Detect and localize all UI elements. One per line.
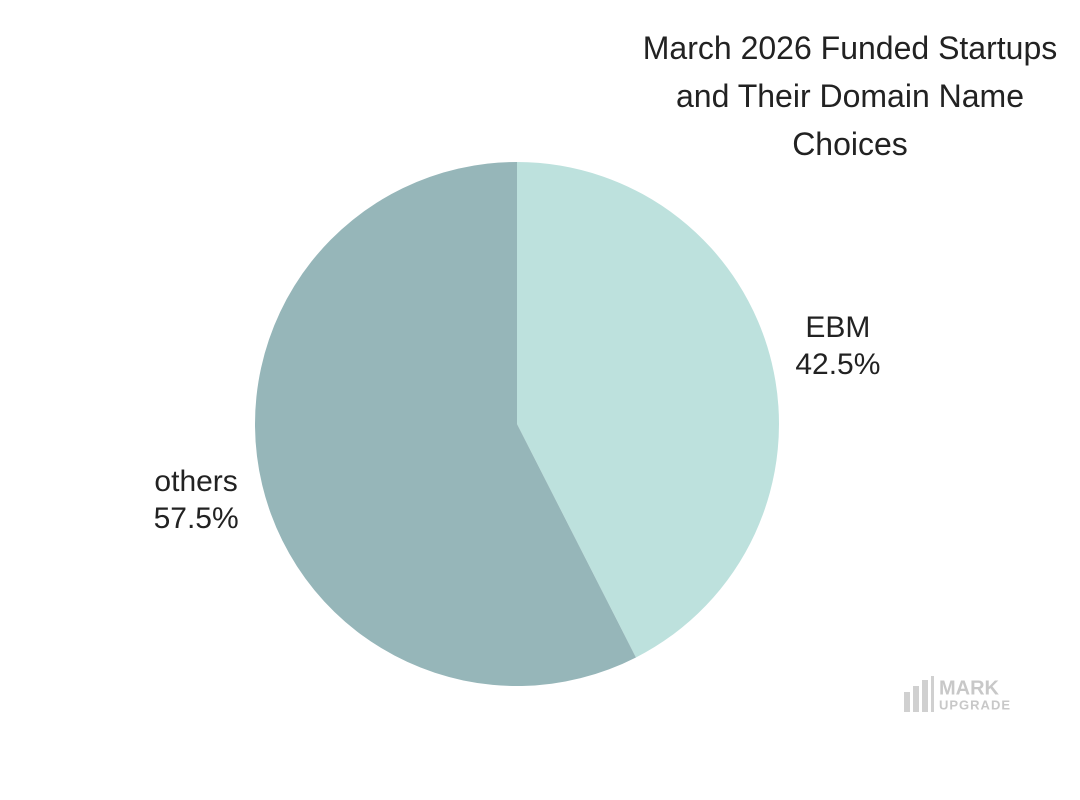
watermark-icon <box>904 692 910 712</box>
watermark-icon <box>931 676 934 712</box>
watermark-icon <box>913 686 919 712</box>
value-label: 57.5% <box>154 502 239 535</box>
value-label: 42.5% <box>795 348 880 381</box>
pie-slice <box>254 162 636 686</box>
slice-label: others <box>154 465 237 498</box>
pie-slice <box>517 162 779 658</box>
watermark: MARK UPGRADE <box>904 676 1011 712</box>
slice-label: EBM <box>805 311 870 344</box>
watermark-icon <box>922 680 928 712</box>
chart-title: March 2026 Funded Startups and Their Dom… <box>642 30 1058 162</box>
watermark-text: MARK <box>939 677 1000 699</box>
watermark-text: UPGRADE <box>939 697 1011 712</box>
